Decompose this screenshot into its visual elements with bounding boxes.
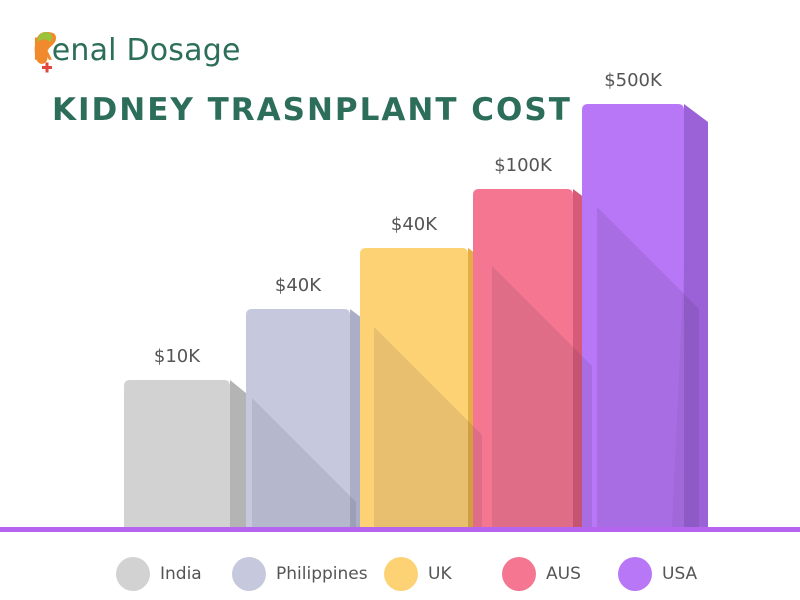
legend-label: India (160, 564, 202, 584)
value-label-aus: $100K (494, 155, 553, 176)
legend-item-aus: AUS (502, 556, 581, 592)
logo: Renal Dosage (32, 24, 241, 76)
bar-side (684, 104, 708, 527)
legend-swatch (502, 557, 536, 591)
value-label-usa: $500K (604, 70, 663, 91)
legend-item-india: India (116, 556, 202, 592)
cast-shadow (374, 327, 482, 527)
bar-india (124, 380, 252, 527)
cast-shadow (252, 398, 356, 527)
cast-shadow (597, 207, 699, 527)
legend-item-philippines: Philippines (232, 556, 368, 592)
chart-baseline (0, 527, 800, 532)
bar-front (360, 248, 468, 527)
value-label-uk: $40K (391, 214, 438, 235)
chart-legend: India Philippines UK AUS USA (0, 556, 800, 592)
kidney-plus-logo-icon (32, 26, 64, 74)
legend-swatch (384, 557, 418, 591)
brand-name-renal: enal (51, 32, 117, 68)
bar-front (246, 309, 350, 527)
bar-chart: $10K $40K $40K $100K $500K (0, 70, 800, 532)
cast-shadow (672, 264, 684, 527)
legend-label: USA (662, 564, 698, 584)
legend-label: AUS (546, 564, 581, 584)
legend-swatch (116, 557, 150, 591)
legend-swatch (618, 557, 652, 591)
chart-title: KIDNEY TRASNPLANT COST (52, 92, 572, 128)
bar-usa (582, 104, 708, 527)
legend-item-usa: USA (618, 556, 697, 592)
value-label-india: $10K (154, 346, 201, 367)
bar-front (473, 189, 573, 527)
legend-label: Philippines (276, 564, 368, 584)
value-label-philippines: $40K (275, 275, 322, 296)
bar-front (124, 380, 230, 527)
legend-swatch (232, 557, 266, 591)
legend-label: UK (428, 564, 452, 584)
legend-item-uk: UK (384, 556, 452, 592)
brand-name-dosage: Dosage (116, 32, 241, 68)
bar-front (582, 104, 684, 527)
cast-shadow (492, 266, 592, 527)
